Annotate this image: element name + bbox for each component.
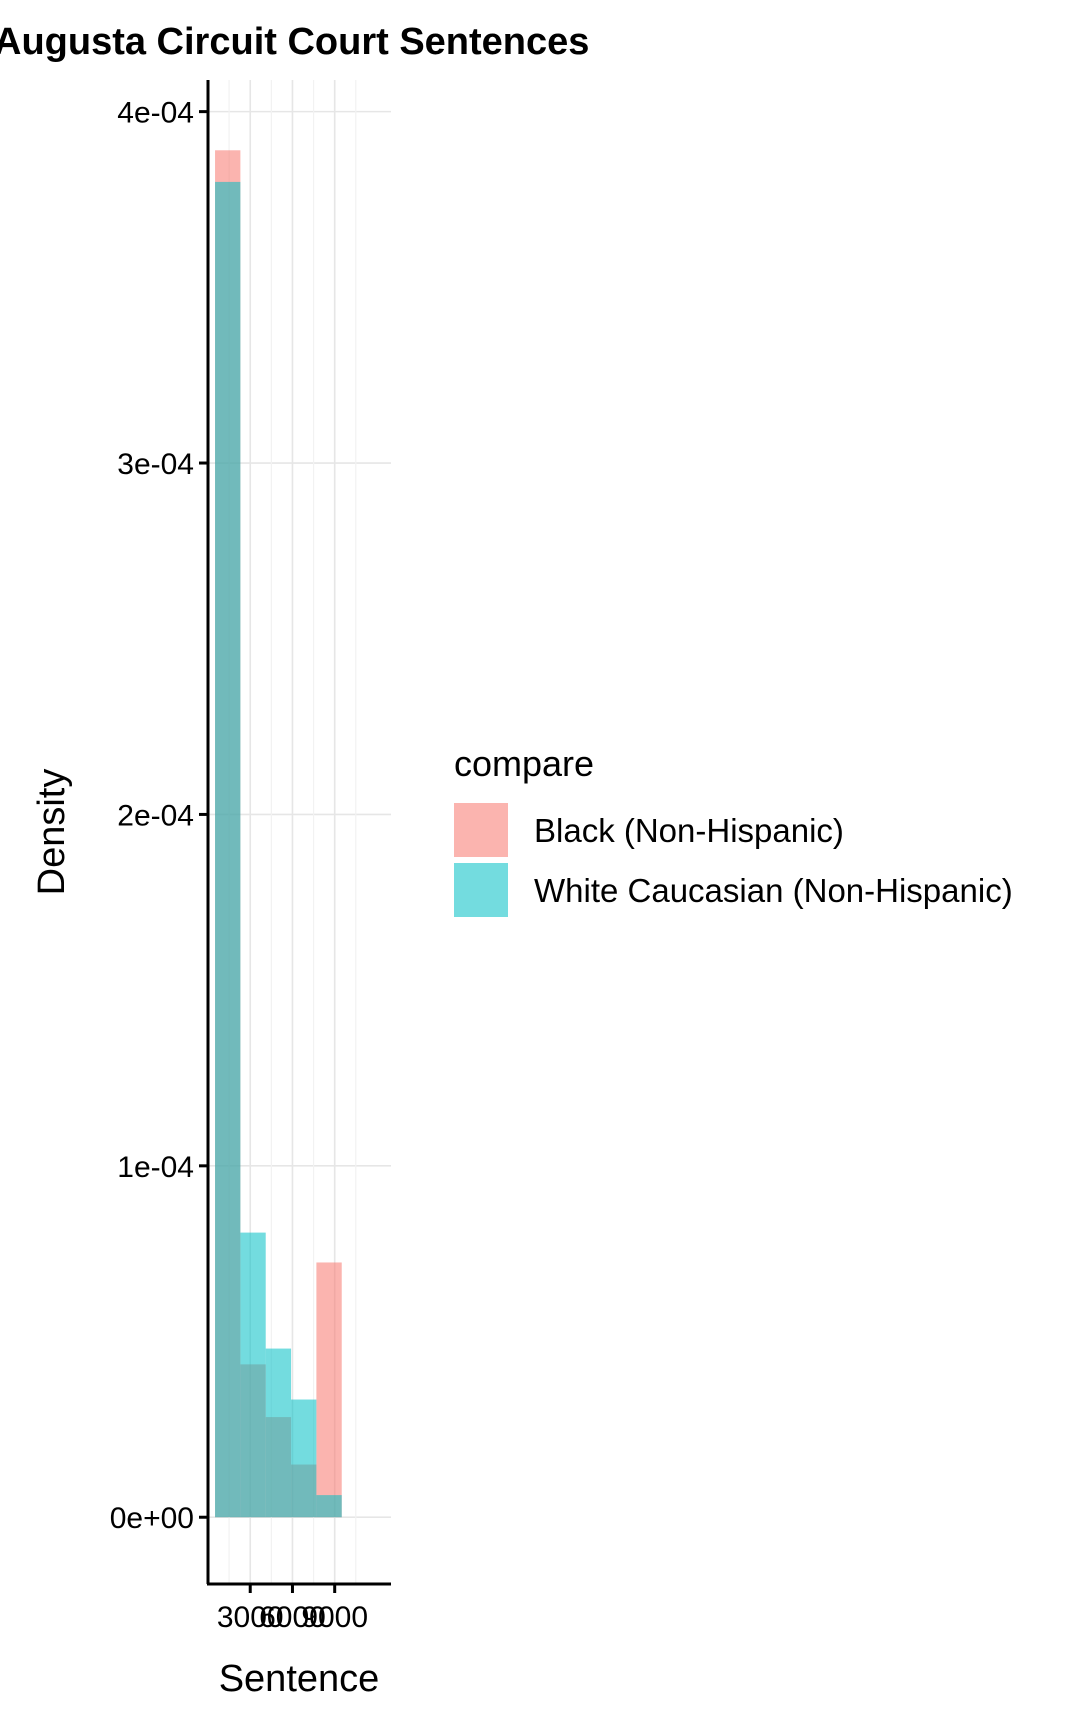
y-tick-label: 4e-04	[117, 97, 194, 130]
legend: compare Black (Non-Hispanic) White Caucas…	[454, 743, 1013, 917]
legend-swatch	[454, 803, 508, 857]
axes	[206, 80, 391, 1586]
legend-label: Black (Non-Hispanic)	[534, 812, 844, 849]
y-tick-label: 2e-04	[117, 799, 194, 832]
legend-swatch	[454, 863, 508, 917]
legend-label: White Caucasian (Non-Hispanic)	[534, 872, 1013, 909]
histogram-bar-white-1	[215, 181, 241, 1518]
y-tick-label: 0e+00	[110, 1502, 194, 1535]
x-axis-title: Sentence	[219, 1658, 380, 1700]
histogram-bar-white-4	[291, 1399, 317, 1518]
y-tick-label: 3e-04	[117, 448, 194, 481]
legend-items: Black (Non-Hispanic) White Caucasian (Non…	[454, 803, 1013, 917]
x-tick-label: 3000	[217, 1601, 284, 1634]
histogram-bar-white-3	[265, 1348, 292, 1518]
legend-title: compare	[454, 743, 594, 784]
chart-title: Augusta Circuit Court Sentences	[0, 21, 589, 63]
x-tick-label: 6000	[259, 1601, 326, 1634]
y-axis-title: Density	[31, 769, 73, 896]
histogram-bar-white-2	[240, 1232, 266, 1518]
histogram-bars	[215, 150, 342, 1518]
x-tick-label: 9000	[301, 1601, 368, 1634]
histogram-bar-black-5	[316, 1262, 342, 1518]
histogram-bar-white-5	[316, 1495, 342, 1518]
y-axis-ticks: 0e+00 1e-04 2e-04 3e-04 4e-04	[110, 97, 208, 1535]
y-tick-label: 1e-04	[117, 1151, 194, 1184]
